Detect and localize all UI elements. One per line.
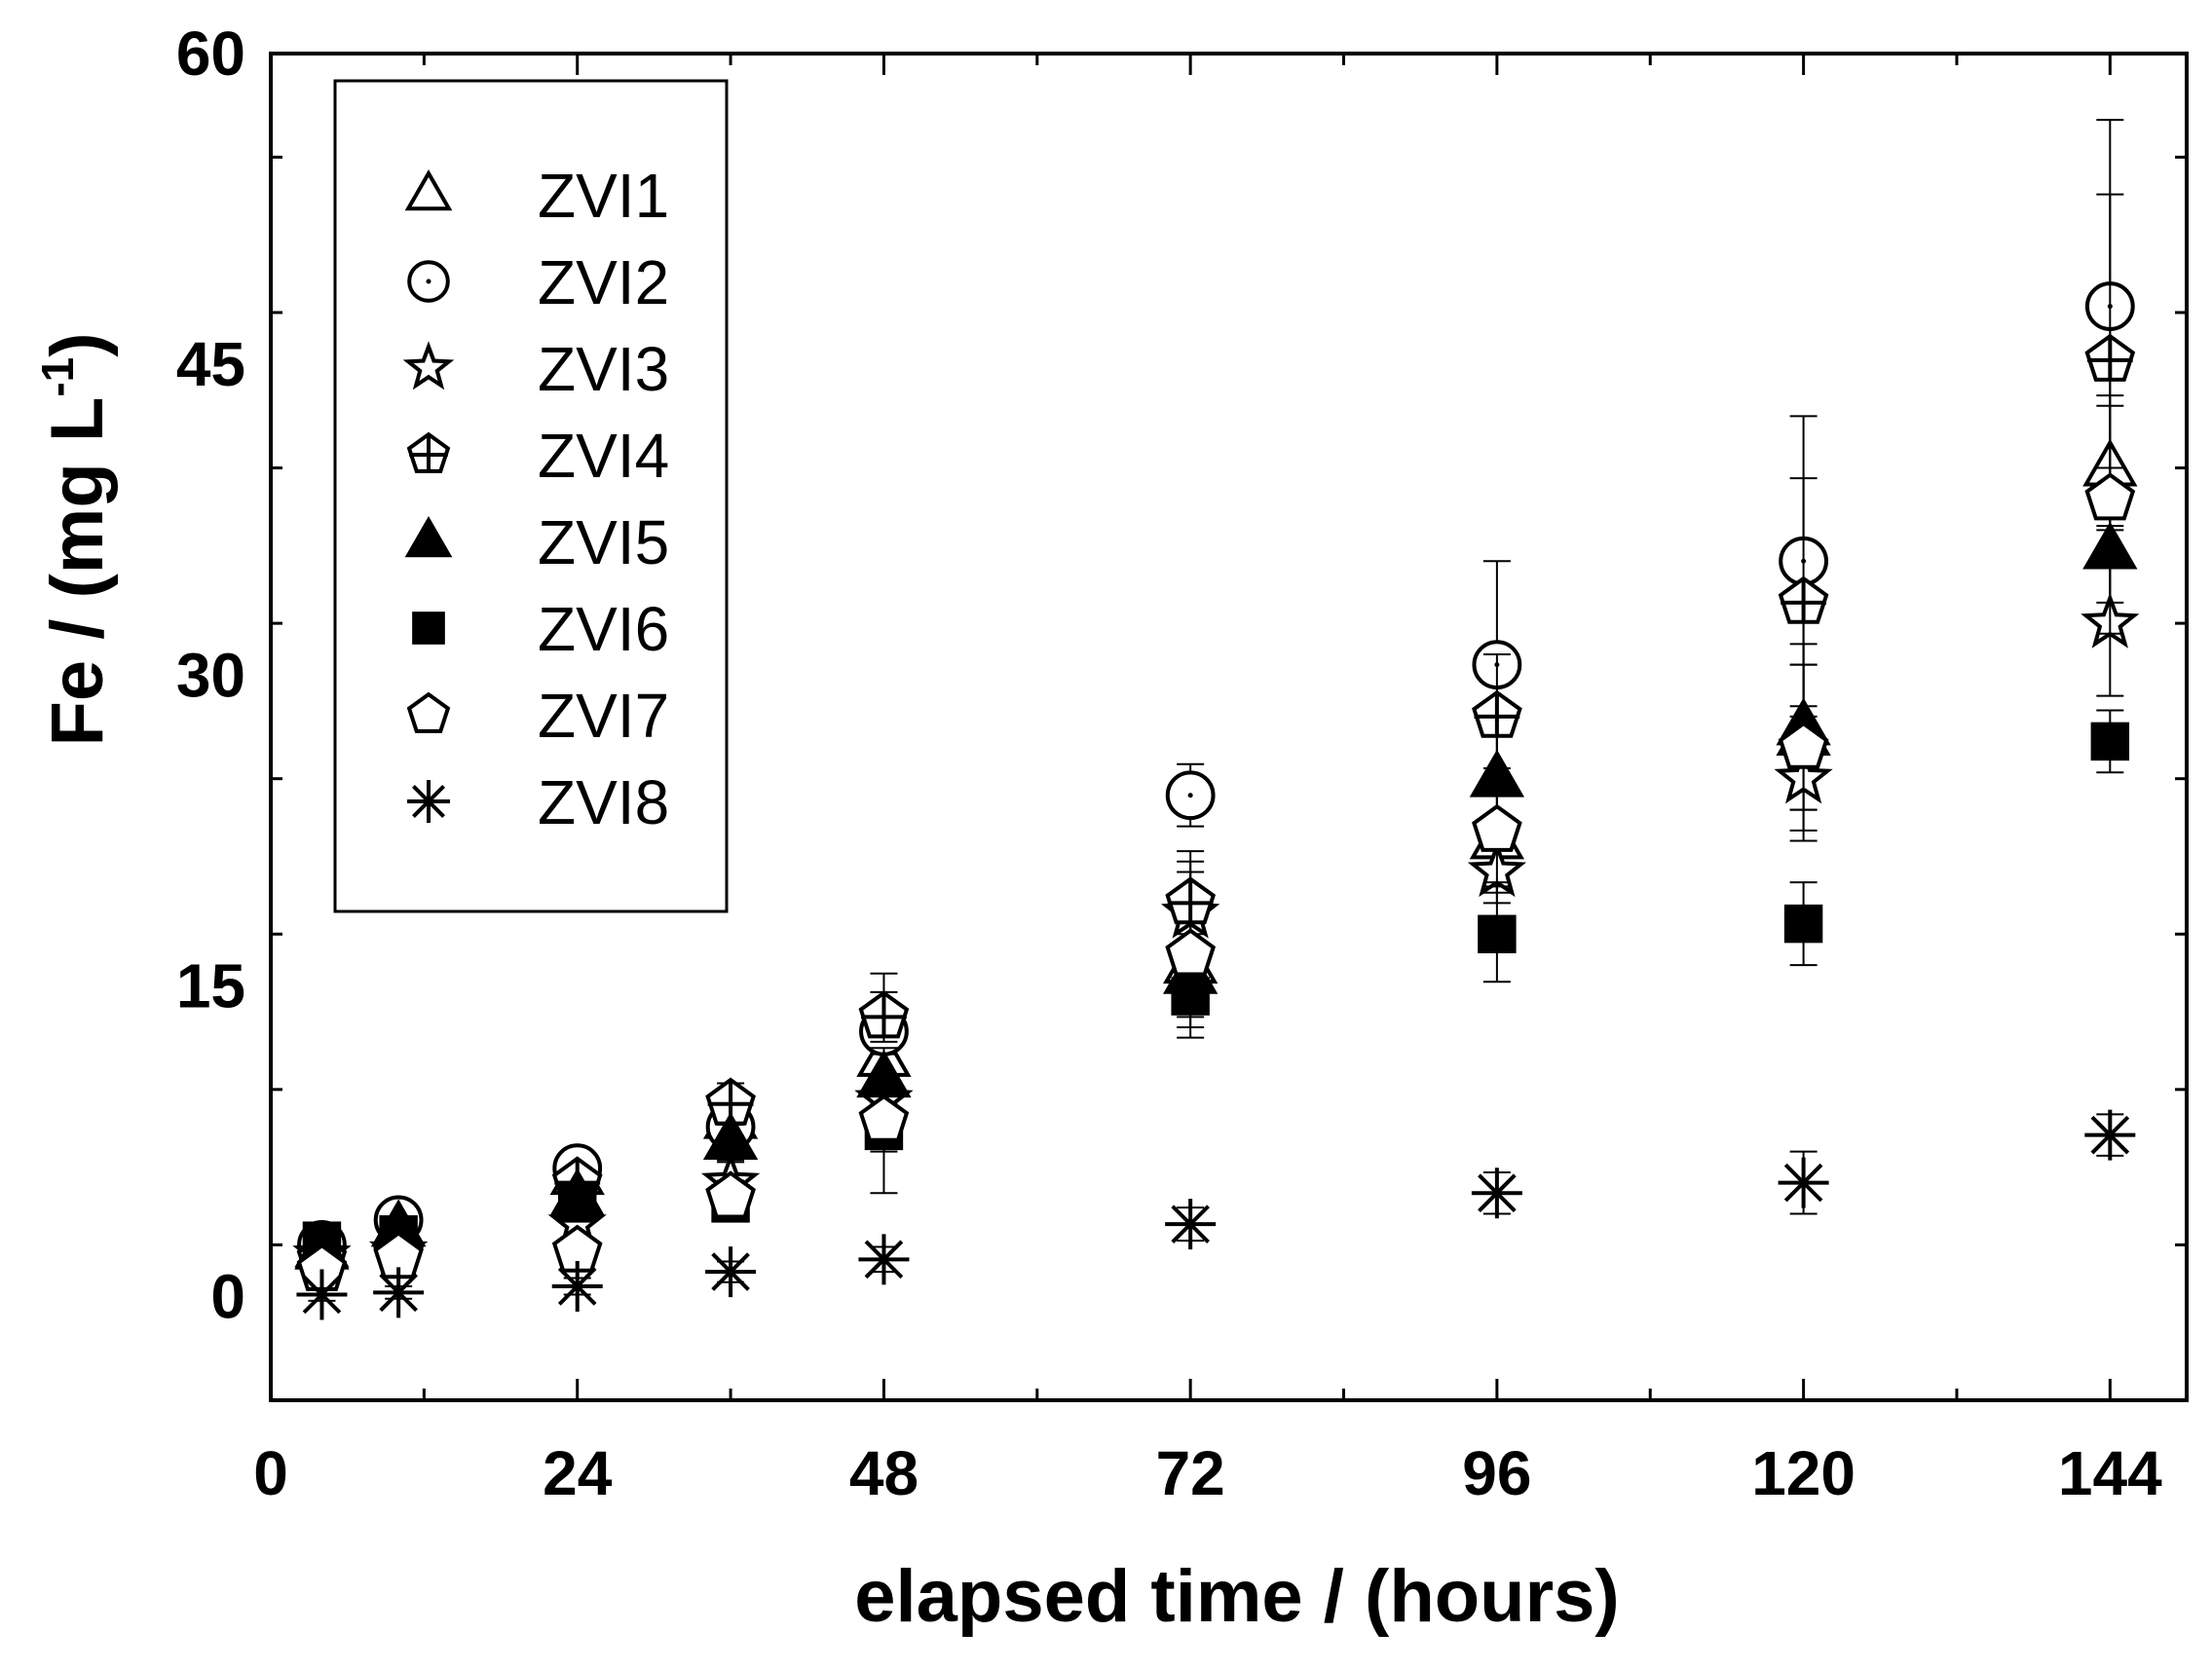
data-point-shape [1778, 721, 1829, 769]
legend-label-ZVI7: ZVI7 [538, 681, 669, 751]
data-point-shape [1165, 928, 1217, 977]
legend-marker-ZVI4 [406, 431, 451, 473]
data-point-shape [2084, 472, 2136, 521]
x-tick-label: 144 [2058, 1438, 2162, 1508]
data-point [1478, 914, 1517, 953]
data-point [2084, 472, 2136, 521]
data-point [373, 1267, 425, 1318]
y-tick-label: 60 [176, 19, 245, 89]
data-point-stroke [711, 1252, 750, 1291]
data-point [2084, 333, 2136, 382]
plot-area: 0 24 48 72 96 120 144 0 15 30 45 60 [176, 19, 2189, 1508]
x-tick-label: 120 [1751, 1438, 1856, 1508]
legend-label-ZVI6: ZVI6 [538, 594, 669, 664]
legend-marker-ZVI5 [404, 515, 453, 558]
data-point-stroke [1478, 1173, 1517, 1213]
data-point [1472, 803, 1522, 852]
data-point [1165, 928, 1217, 977]
y-axis-title-superscript: -1 [32, 357, 83, 397]
legend-label-ZVI8: ZVI8 [538, 767, 669, 837]
data-point-stroke [379, 1273, 418, 1313]
data-point-stroke [1171, 1205, 1210, 1243]
y-axis-title-main: Fe / (mg L [36, 397, 119, 747]
data-point-shape [705, 1170, 756, 1219]
data-point [2090, 722, 2130, 761]
data-point-stroke [2090, 1115, 2130, 1155]
y-tick-label: 45 [176, 329, 245, 399]
data-point [858, 990, 910, 1039]
legend-marker-ZVI1 [404, 168, 453, 211]
legend-box [333, 79, 729, 913]
legend-marker-ZVI1-shape [404, 168, 453, 211]
data-point [858, 1094, 910, 1142]
data-point [1165, 1199, 1217, 1250]
series-ZVI8 [296, 1109, 2136, 1320]
legend-marker-ZVI8 [407, 780, 450, 823]
x-tick-label: 72 [1156, 1438, 1225, 1508]
legend-label-ZVI5: ZVI5 [538, 507, 669, 577]
legend-marker-ZVI7-shape [406, 691, 451, 733]
data-point [1778, 575, 1829, 624]
legend-marker-ZVI2-dot [426, 278, 431, 284]
data-point [1778, 721, 1829, 769]
data-point-shape [1472, 803, 1522, 852]
y-axis-title-close: ) [36, 332, 119, 356]
legend-marker-ZVI6-shape [412, 612, 445, 645]
data-point [702, 1112, 759, 1160]
data-point [1165, 770, 1216, 821]
legend-label-ZVI4: ZVI4 [538, 421, 669, 491]
data-point [1778, 1157, 1829, 1208]
x-tick-label: 24 [543, 1438, 613, 1508]
data-point [558, 1184, 597, 1223]
data-point [551, 1260, 603, 1312]
x-tick-label: 48 [849, 1438, 919, 1508]
y-axis-title: Fe / (mg L-1) [32, 332, 119, 746]
legend: ZVI1 ZVI2 ZVI3 ZVI4 ZVI5 ZVI6 ZVI7 ZVI8 [333, 79, 729, 913]
data-point [858, 1234, 910, 1285]
legend-label-ZVI2: ZVI2 [538, 247, 669, 317]
x-tick-label: 96 [1462, 1438, 1531, 1508]
data-point [2084, 1109, 2136, 1161]
data-point-stroke [302, 1275, 342, 1315]
data-point [705, 1170, 756, 1219]
data-point [296, 1269, 348, 1320]
data-point-stroke [864, 1240, 904, 1280]
legend-marker-ZVI3 [402, 341, 455, 390]
legend-marker-ZVI7 [406, 691, 451, 733]
data-point-shape [702, 1112, 759, 1160]
x-axis-title: elapsed time / (hours) [854, 1555, 1620, 1638]
data-point-stroke [557, 1267, 597, 1306]
legend-marker-ZVI3-shape [402, 341, 455, 390]
data-point [1471, 1168, 1522, 1219]
legend-label-ZVI3: ZVI3 [538, 334, 669, 404]
y-tick-label: 30 [176, 640, 245, 710]
data-point-stroke [1783, 1163, 1823, 1203]
legend-label-ZVI1: ZVI1 [538, 161, 669, 231]
x-tick-label: 0 [253, 1438, 288, 1508]
data-point [705, 1246, 757, 1298]
data-point-dot [1187, 793, 1193, 798]
data-point-shape [858, 1094, 910, 1142]
plot-frame [269, 52, 2189, 1402]
y-tick-label: 0 [210, 1262, 245, 1332]
data-point [1783, 904, 1823, 944]
legend-marker-ZVI6 [412, 612, 445, 645]
data-point-shape [1783, 904, 1823, 944]
legend-marker-ZVI2 [407, 260, 450, 303]
data-point-shape [2090, 722, 2130, 761]
data-point-shape [558, 1184, 597, 1223]
legend-marker-ZVI8-stroke [412, 785, 445, 818]
legend-marker-ZVI5-shape [404, 515, 453, 558]
data-point-shape [1478, 914, 1517, 953]
y-tick-label: 15 [176, 950, 245, 1020]
